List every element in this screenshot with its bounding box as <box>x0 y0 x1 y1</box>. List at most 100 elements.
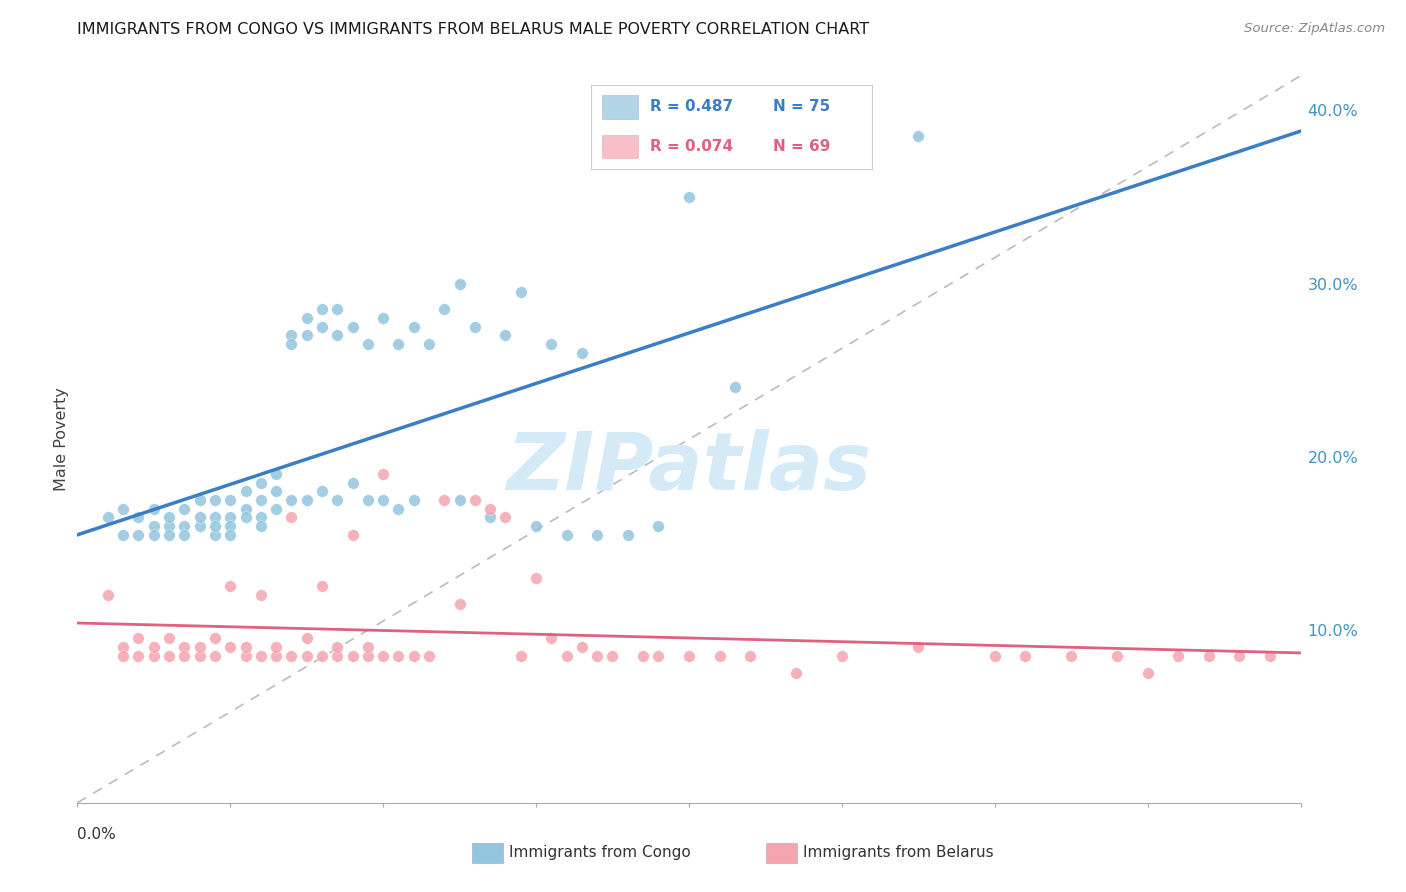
Point <box>709 648 731 663</box>
Text: N = 75: N = 75 <box>773 99 831 114</box>
Point <box>280 337 302 351</box>
Point <box>402 492 425 507</box>
Point <box>433 302 456 317</box>
Point <box>724 380 747 394</box>
Point <box>295 328 318 343</box>
Point <box>984 648 1007 663</box>
Point <box>357 640 380 654</box>
Bar <box>602 95 638 119</box>
Point <box>295 311 318 326</box>
Point <box>326 302 349 317</box>
Point <box>509 648 531 663</box>
Point <box>235 484 257 499</box>
Point <box>418 337 440 351</box>
Point <box>371 492 394 507</box>
Point <box>112 640 135 654</box>
Point <box>128 648 150 663</box>
Point <box>342 475 364 490</box>
Point <box>311 579 333 593</box>
Point <box>326 640 349 654</box>
Bar <box>472 843 503 863</box>
Point <box>326 328 349 343</box>
Point <box>371 467 394 481</box>
Point <box>250 475 273 490</box>
Point <box>280 510 302 524</box>
Point <box>188 640 211 654</box>
Point <box>97 510 120 524</box>
Point <box>219 519 242 533</box>
Point <box>540 337 562 351</box>
Point <box>1229 648 1251 663</box>
Point <box>371 311 394 326</box>
Point <box>295 632 318 646</box>
Point <box>128 510 150 524</box>
Point <box>678 190 700 204</box>
Point <box>357 492 380 507</box>
Point <box>112 527 135 541</box>
Point <box>264 501 287 516</box>
Text: Immigrants from Belarus: Immigrants from Belarus <box>803 846 994 860</box>
Point <box>1136 665 1159 680</box>
Point <box>219 640 242 654</box>
Point <box>464 492 486 507</box>
Point <box>128 527 150 541</box>
Point <box>571 640 593 654</box>
Point <box>342 527 364 541</box>
Point <box>97 588 120 602</box>
Point <box>387 501 409 516</box>
Point <box>250 492 273 507</box>
Point <box>157 648 180 663</box>
Point <box>371 648 394 663</box>
Point <box>495 510 517 524</box>
Point <box>524 571 547 585</box>
Text: 0.0%: 0.0% <box>77 827 117 842</box>
Point <box>295 648 318 663</box>
Point <box>678 648 700 663</box>
Point <box>235 501 257 516</box>
Bar <box>766 843 797 863</box>
Point <box>647 648 669 663</box>
Point <box>387 648 409 663</box>
Point <box>479 501 502 516</box>
Point <box>219 510 242 524</box>
Point <box>157 510 180 524</box>
Point <box>449 597 471 611</box>
Point <box>311 648 333 663</box>
Point <box>235 648 257 663</box>
Point <box>586 527 609 541</box>
Point <box>1014 648 1036 663</box>
Point <box>264 648 287 663</box>
Point <box>219 492 242 507</box>
Point <box>264 640 287 654</box>
Point <box>219 579 242 593</box>
Point <box>173 519 195 533</box>
Text: R = 0.487: R = 0.487 <box>650 99 733 114</box>
Point <box>524 519 547 533</box>
Point <box>250 510 273 524</box>
Point <box>342 319 364 334</box>
Point <box>204 648 226 663</box>
Point <box>188 510 211 524</box>
Point <box>540 632 562 646</box>
Point <box>402 648 425 663</box>
Point <box>586 648 609 663</box>
Point <box>188 492 211 507</box>
Point <box>449 277 471 291</box>
Point <box>311 484 333 499</box>
Point <box>173 640 195 654</box>
Point <box>311 302 333 317</box>
Point <box>479 510 502 524</box>
Point <box>311 319 333 334</box>
Point <box>555 527 578 541</box>
Point <box>157 519 180 533</box>
Point <box>173 501 195 516</box>
Point <box>1258 648 1281 663</box>
Point <box>495 328 517 343</box>
Point <box>433 492 456 507</box>
Point <box>464 319 486 334</box>
Point <box>142 519 165 533</box>
Point <box>235 640 257 654</box>
Point <box>204 519 226 533</box>
Text: Immigrants from Congo: Immigrants from Congo <box>509 846 690 860</box>
Bar <box>602 135 638 159</box>
